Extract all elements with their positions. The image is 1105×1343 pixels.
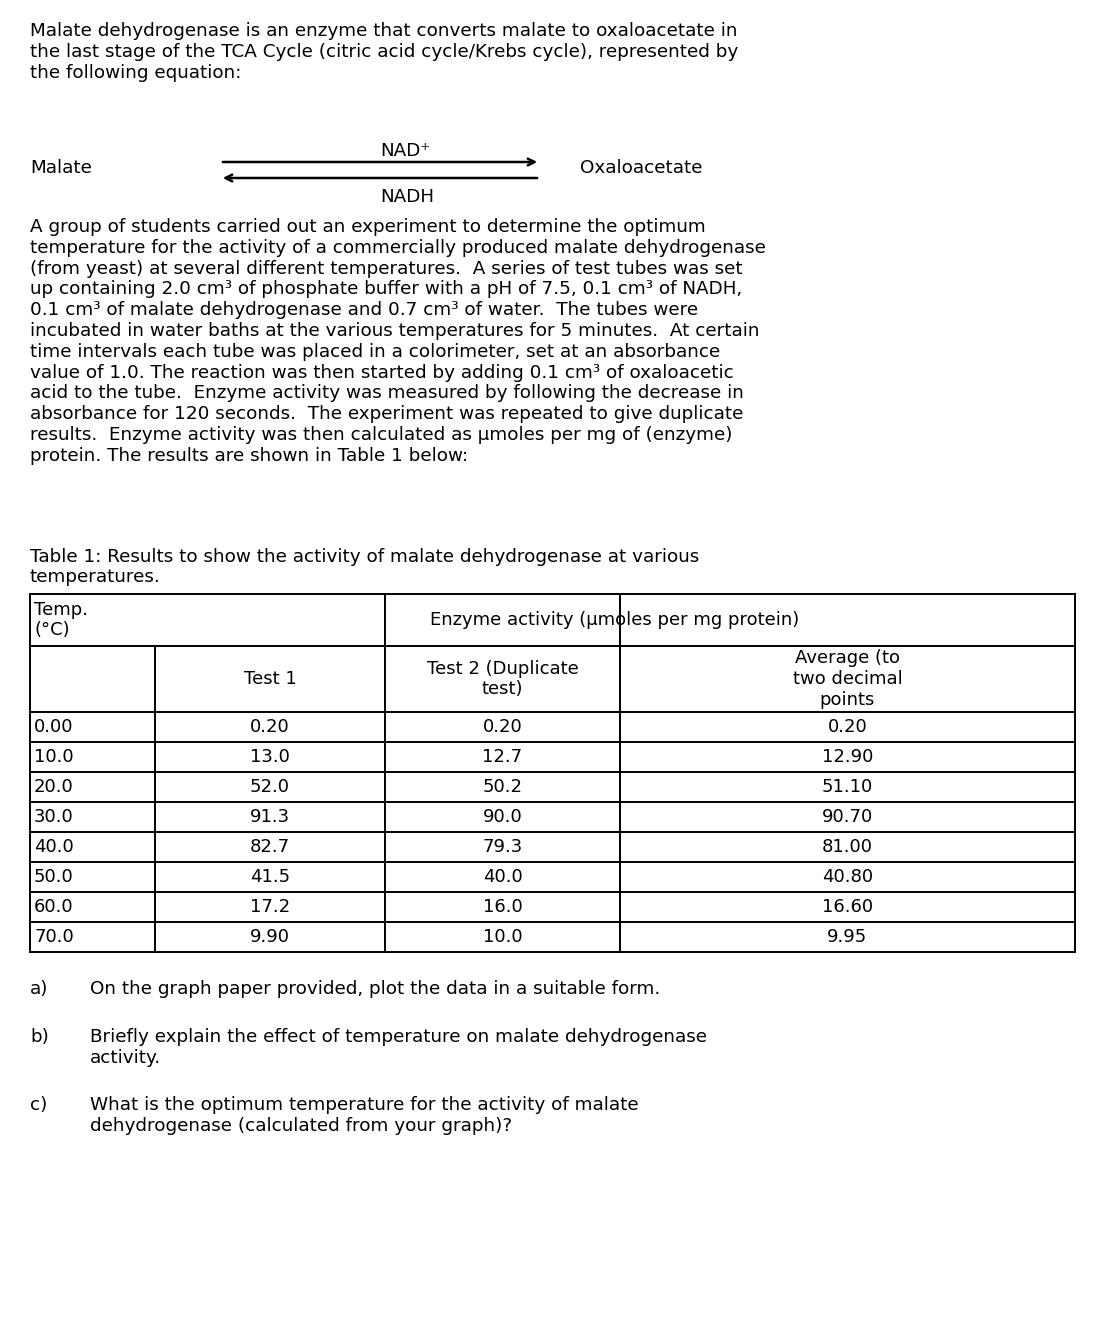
Text: 81.00: 81.00 [822,838,873,855]
Text: temperatures.: temperatures. [30,568,160,586]
Text: 60.0: 60.0 [34,898,74,916]
Text: 41.5: 41.5 [250,868,290,886]
Text: 51.10: 51.10 [822,778,873,796]
Text: 0.20: 0.20 [483,719,523,736]
Text: 50.0: 50.0 [34,868,74,886]
Text: Test 2 (Duplicate
test): Test 2 (Duplicate test) [427,659,578,698]
Text: 0.20: 0.20 [250,719,290,736]
Text: Enzyme activity (μmoles per mg protein): Enzyme activity (μmoles per mg protein) [430,611,800,629]
Text: Temp.
(°C): Temp. (°C) [34,600,88,639]
Text: 40.0: 40.0 [34,838,74,855]
Text: 16.60: 16.60 [822,898,873,916]
Text: Average (to
two decimal
points: Average (to two decimal points [792,649,903,709]
Text: A group of students carried out an experiment to determine the optimum
temperatu: A group of students carried out an exper… [30,218,766,465]
Text: 40.0: 40.0 [483,868,523,886]
Text: Oxaloacetate: Oxaloacetate [580,158,703,177]
Text: 50.2: 50.2 [483,778,523,796]
Text: Malate dehydrogenase is an enzyme that converts malate to oxaloacetate in
the la: Malate dehydrogenase is an enzyme that c… [30,21,738,82]
Text: 10.0: 10.0 [34,748,74,766]
Text: 79.3: 79.3 [483,838,523,855]
Text: 9.95: 9.95 [828,928,867,945]
Text: 30.0: 30.0 [34,808,74,826]
Text: 52.0: 52.0 [250,778,290,796]
Text: 91.3: 91.3 [250,808,290,826]
Text: 90.0: 90.0 [483,808,523,826]
Text: 90.70: 90.70 [822,808,873,826]
Text: Briefly explain the effect of temperature on malate dehydrogenase
activity.: Briefly explain the effect of temperatur… [90,1027,707,1066]
Text: 12.90: 12.90 [822,748,873,766]
Text: 17.2: 17.2 [250,898,290,916]
Text: NADH: NADH [380,188,434,205]
Text: 70.0: 70.0 [34,928,74,945]
Text: 0.20: 0.20 [828,719,867,736]
Text: 13.0: 13.0 [250,748,290,766]
Text: 9.90: 9.90 [250,928,290,945]
Text: 20.0: 20.0 [34,778,74,796]
Text: b): b) [30,1027,49,1046]
Text: NAD⁺: NAD⁺ [380,142,430,160]
Text: 10.0: 10.0 [483,928,523,945]
Text: 16.0: 16.0 [483,898,523,916]
Text: Malate: Malate [30,158,92,177]
Text: On the graph paper provided, plot the data in a suitable form.: On the graph paper provided, plot the da… [90,980,661,998]
Text: 0.00: 0.00 [34,719,74,736]
Text: 82.7: 82.7 [250,838,290,855]
Text: Test 1: Test 1 [243,670,296,688]
Text: 12.7: 12.7 [483,748,523,766]
Text: Table 1: Results to show the activity of malate dehydrogenase at various: Table 1: Results to show the activity of… [30,548,699,565]
Text: a): a) [30,980,49,998]
Text: What is the optimum temperature for the activity of malate
dehydrogenase (calcul: What is the optimum temperature for the … [90,1096,639,1135]
Text: 40.80: 40.80 [822,868,873,886]
Text: c): c) [30,1096,48,1113]
